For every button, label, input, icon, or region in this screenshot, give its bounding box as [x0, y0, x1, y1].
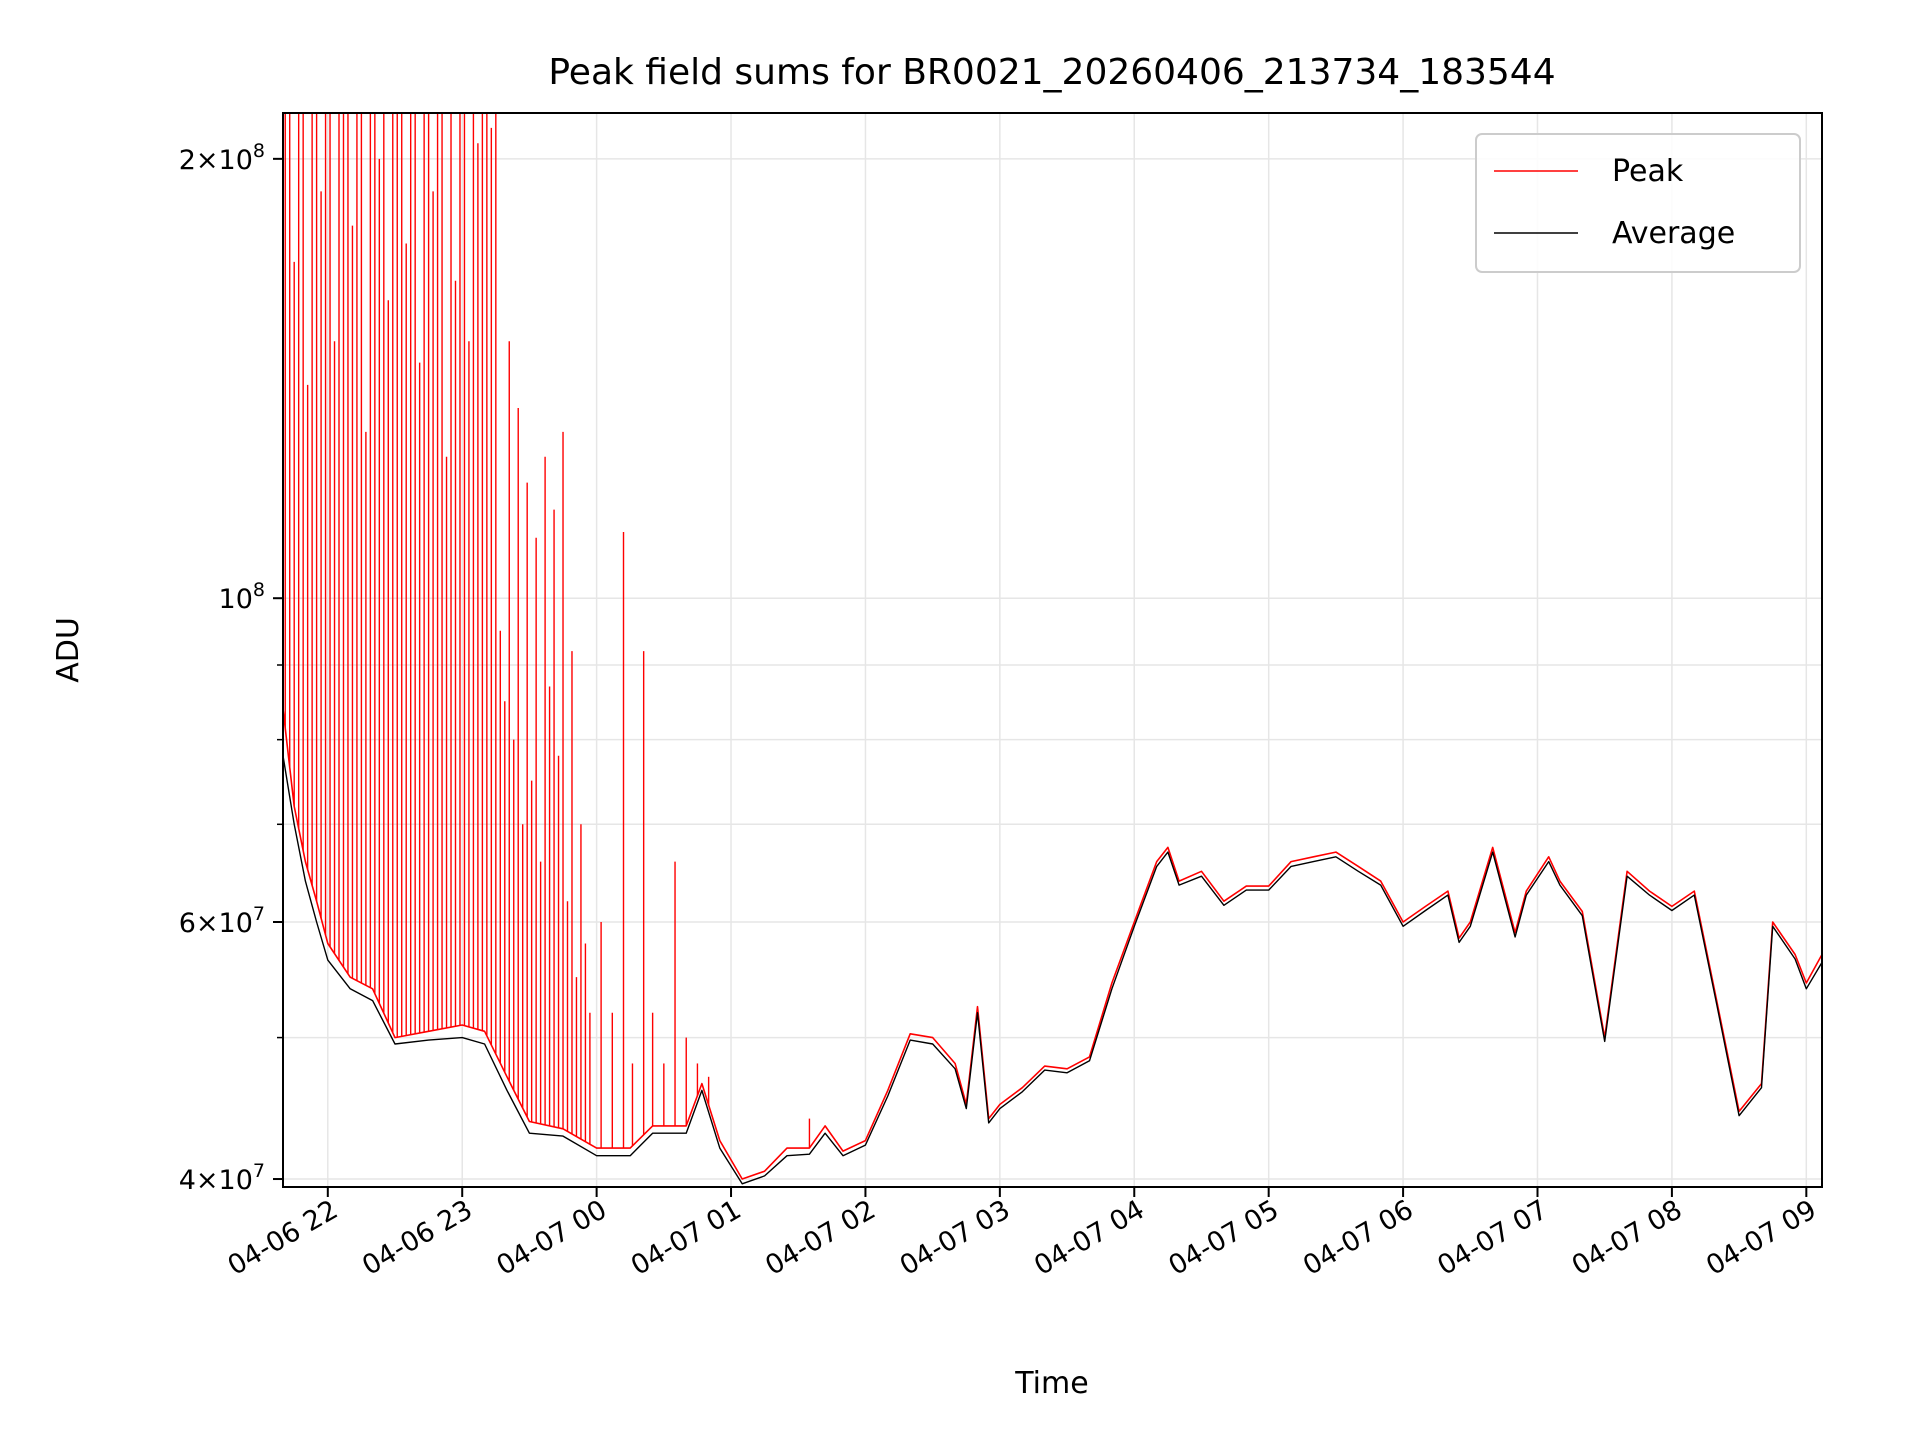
- legend-label-peak: Peak: [1612, 154, 1684, 189]
- x-tick-label: 04-06 23: [357, 1194, 478, 1282]
- gridlines: [283, 113, 1822, 1187]
- plot-area: [283, 113, 1822, 1185]
- legend-label-average: Average: [1612, 216, 1735, 251]
- x-tick-label: 04-07 00: [491, 1194, 612, 1282]
- x-tick-label: 04-07 03: [895, 1194, 1016, 1282]
- y-tick-label: 2×108: [179, 140, 265, 176]
- x-tick-label: 04-06 22: [223, 1194, 344, 1282]
- x-tick-label: 04-07 09: [1701, 1194, 1822, 1282]
- x-tick-label: 04-07 08: [1567, 1194, 1688, 1282]
- average-series-line: [283, 755, 1822, 1185]
- legend: Peak Average: [1475, 133, 1801, 273]
- peak-series-line: [283, 708, 1822, 1180]
- y-tick-label: 6×107: [179, 903, 265, 939]
- x-tick-label: 04-07 06: [1298, 1194, 1419, 1282]
- x-tick-label: 04-07 04: [1029, 1194, 1150, 1282]
- x-axis: 04-06 22 04-06 23 04-07 00 04-07 01 04-07 02…: [223, 1187, 1822, 1282]
- chart-title: Peak field sums for BR0021_20260406_2137…: [548, 52, 1555, 93]
- plot-frame: [282, 112, 1823, 1188]
- y-axis: 4×107 6×107 108 2×108: [179, 140, 283, 1196]
- x-axis-title: Time: [1014, 1366, 1088, 1401]
- x-tick-label: 04-07 02: [760, 1194, 881, 1282]
- x-tick-label: 04-07 07: [1432, 1194, 1553, 1282]
- legend-box: [1475, 133, 1801, 273]
- y-axis-title: ADU: [51, 617, 86, 683]
- x-tick-label: 04-07 01: [626, 1194, 747, 1282]
- x-tick-label: 04-07 05: [1164, 1194, 1285, 1282]
- y-tick-label: 4×107: [179, 1160, 265, 1196]
- y-tick-label: 108: [219, 579, 265, 615]
